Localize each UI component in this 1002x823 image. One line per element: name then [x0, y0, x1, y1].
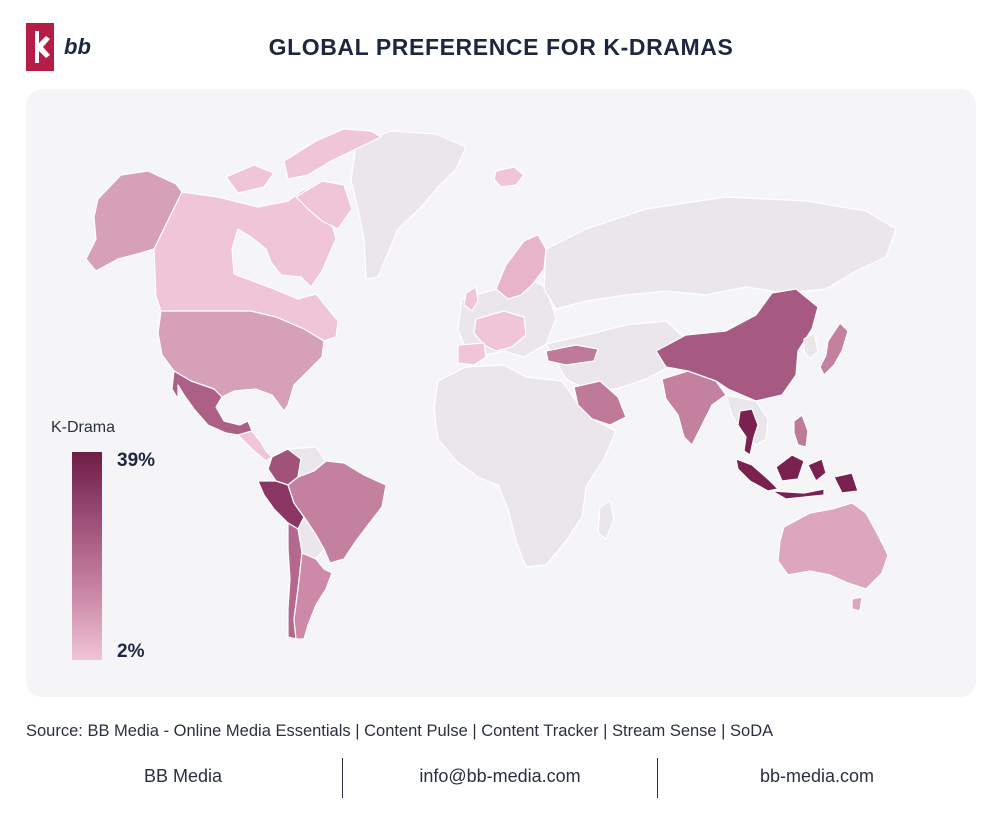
region-madagascar	[597, 500, 615, 540]
region-indonesia-borneo	[775, 454, 805, 482]
bb-media-logo: bb	[26, 23, 96, 71]
region-thailand	[737, 408, 759, 456]
region-uk	[463, 286, 479, 312]
legend-title: K-Drama	[51, 419, 116, 436]
footer-company: BB Media	[143, 766, 223, 786]
footer-email-link[interactable]: info@bb-media.com	[419, 766, 581, 786]
source-note: Source: BB Media - Online Media Essentia…	[26, 722, 774, 740]
footer-divider	[342, 758, 343, 798]
region-tasmania	[851, 596, 863, 612]
region-alaska	[85, 170, 183, 272]
region-iceland	[493, 166, 525, 188]
region-canada-islands-2	[283, 128, 382, 180]
region-brazil	[287, 460, 387, 564]
legend-max-label: 39%	[117, 450, 156, 471]
region-saudi-arabia	[573, 380, 627, 426]
region-argentina	[293, 552, 333, 640]
page-title: GLOBAL PREFERENCE FOR K-DRAMAS	[268, 34, 734, 60]
map-panel	[26, 89, 976, 697]
region-philippines	[793, 414, 809, 448]
region-africa	[433, 364, 617, 568]
region-papua	[833, 472, 859, 494]
footer-website-link[interactable]: bb-media.com	[759, 766, 875, 786]
region-western-europe	[473, 310, 527, 352]
region-australia	[777, 502, 889, 590]
footer-divider	[657, 758, 658, 798]
region-turkey	[545, 344, 599, 366]
region-india	[661, 370, 727, 446]
svg-text:bb: bb	[64, 34, 91, 59]
region-korea	[803, 332, 819, 360]
region-iberia	[457, 342, 487, 366]
region-greenland	[350, 130, 467, 280]
bb-media-logo-mark: bb	[26, 23, 91, 71]
region-indonesia-islands	[771, 488, 825, 500]
region-canada-islands	[225, 164, 275, 194]
region-central-america	[237, 430, 273, 462]
region-russia	[543, 196, 897, 310]
region-baffin	[295, 180, 353, 230]
region-indonesia-east	[807, 458, 827, 482]
region-japan	[819, 322, 849, 376]
region-china	[655, 288, 819, 402]
legend-color-scale	[72, 452, 102, 660]
region-indonesia	[735, 458, 779, 492]
legend-min-label: 2%	[117, 641, 145, 662]
world-map	[85, 128, 897, 640]
